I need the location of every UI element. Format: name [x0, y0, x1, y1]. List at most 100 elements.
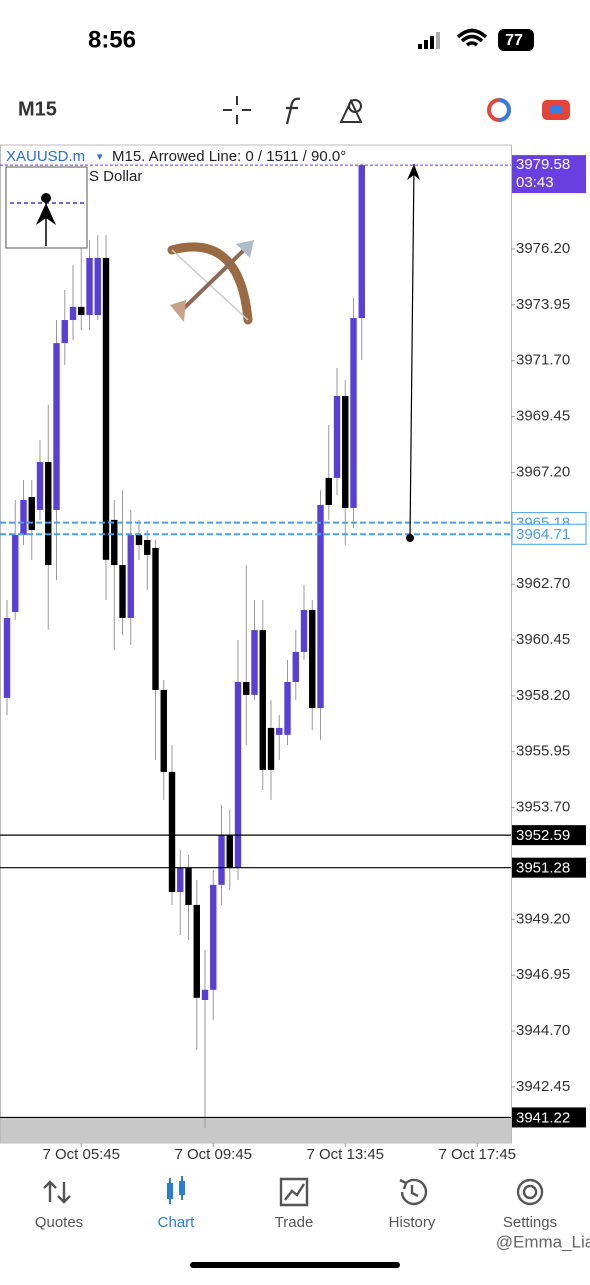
price-label: 3951.28 — [516, 860, 570, 877]
arrowed-line-head — [407, 164, 420, 180]
arrowed-line[interactable] — [409, 163, 415, 539]
tab-icon[interactable] — [279, 1177, 309, 1207]
bow-icon — [167, 240, 254, 325]
candle-body — [53, 343, 60, 510]
chart-bottom-strip — [1, 1118, 511, 1143]
candle-body — [243, 681, 250, 695]
chart-subtitle: S Dollar — [89, 168, 142, 185]
y-tick-label: 3946.95 — [516, 966, 570, 983]
chart-info: M15. Arrowed Line: 0 / 1511 / 90.0° — [112, 148, 346, 165]
tab-label[interactable]: History — [389, 1214, 436, 1231]
candle-body — [309, 609, 316, 709]
candle-body — [119, 565, 126, 618]
signal-icon — [418, 32, 440, 49]
y-tick-label: 3955.95 — [516, 743, 570, 760]
x-tick-label: 7 Oct 13:45 — [306, 1146, 384, 1163]
candle-body — [251, 630, 258, 695]
indicator-button[interactable] — [285, 97, 301, 125]
y-tick-label: 3976.20 — [516, 240, 570, 257]
candle-body — [317, 504, 324, 709]
candle-body — [168, 771, 176, 893]
candle-body — [20, 500, 27, 536]
candle-body — [45, 462, 52, 566]
y-tick-label: 3962.70 — [516, 575, 570, 592]
candle-body — [218, 834, 225, 885]
price-label-box — [512, 857, 586, 878]
trade-button-accent — [498, 98, 511, 122]
symbol[interactable]: XAUUSD.m — [6, 148, 85, 165]
y-tick-label: 3973.95 — [516, 296, 570, 313]
candle-body — [276, 727, 283, 735]
preview-arrowhead — [36, 203, 56, 225]
candle-body — [111, 519, 118, 566]
candle-body — [201, 989, 209, 1001]
candle-body — [135, 535, 143, 545]
candle-body — [284, 681, 291, 735]
clock: 8:56 — [88, 26, 136, 53]
candle-body — [177, 867, 184, 893]
x-tick-label: 7 Oct 17:45 — [438, 1146, 516, 1163]
price-label-box — [511, 523, 587, 545]
current-price-label: 3979.58 — [516, 156, 570, 173]
watermark: @Emma_Lia — [496, 1232, 590, 1251]
y-tick-label: 3949.20 — [516, 910, 570, 927]
price-label: 3964.71 — [516, 526, 570, 543]
crosshair-button[interactable] — [223, 96, 251, 124]
price-label-box — [512, 825, 586, 846]
candle-body — [78, 306, 85, 316]
plot — [0, 163, 515, 1147]
candle-body — [358, 165, 365, 319]
x-tick-label: 7 Oct 09:45 — [174, 1146, 252, 1163]
tab-bar: Quotes Chart Trade History Settings — [35, 1176, 557, 1231]
x-tick-label: 7 Oct 05:45 — [42, 1146, 120, 1163]
y-tick-label: 3969.45 — [516, 408, 570, 425]
layout-button-accent — [550, 106, 562, 114]
candle-body — [28, 497, 35, 531]
symbol-menu[interactable]: ▾ — [97, 151, 103, 163]
y-tick-label: 3971.70 — [516, 352, 570, 369]
candle-body — [193, 904, 200, 998]
candle-body — [325, 477, 332, 505]
timeframe[interactable]: M15 — [18, 98, 57, 120]
candle-body — [144, 539, 151, 555]
y-tick-label: 3960.45 — [516, 631, 570, 648]
y-tick-label: 3944.70 — [516, 1022, 570, 1039]
tab-icon[interactable] — [399, 1178, 428, 1206]
candle-body — [185, 867, 192, 905]
tab-icon[interactable] — [516, 1178, 544, 1206]
y-tick-label: 3942.45 — [516, 1078, 570, 1095]
y-tick-label: 3953.70 — [516, 799, 570, 816]
current-price-box — [512, 155, 586, 194]
y-tick-label: 3967.20 — [516, 463, 570, 480]
candle-body — [127, 535, 134, 618]
candle-body — [226, 834, 233, 868]
candle-body — [267, 727, 275, 770]
candle-body — [160, 689, 167, 772]
tab-label[interactable]: Quotes — [35, 1214, 83, 1231]
candle-body — [36, 462, 44, 510]
candle-body — [86, 257, 93, 316]
candle-body — [234, 681, 242, 868]
candle-body — [12, 535, 19, 612]
price-label-box — [512, 1107, 586, 1128]
objects-button[interactable] — [339, 98, 363, 123]
wifi-icon — [456, 28, 488, 47]
candle-body — [61, 320, 68, 344]
candle-body — [292, 651, 299, 682]
tab-label[interactable]: Trade — [275, 1214, 314, 1231]
price-label: 3952.59 — [516, 827, 570, 844]
arrowed-line-start — [406, 534, 414, 542]
price-label: 3941.22 — [516, 1109, 570, 1126]
candle-body — [3, 617, 11, 698]
tab-icon[interactable] — [43, 1180, 71, 1204]
candle-body — [259, 630, 266, 770]
tab-label[interactable]: Chart — [158, 1214, 196, 1231]
candle-body — [350, 318, 357, 508]
battery-icon — [498, 29, 534, 51]
tab-label[interactable]: Settings — [503, 1214, 557, 1231]
home-indicator — [190, 1262, 400, 1268]
preview-dot — [41, 193, 51, 203]
candle-body — [152, 547, 159, 690]
